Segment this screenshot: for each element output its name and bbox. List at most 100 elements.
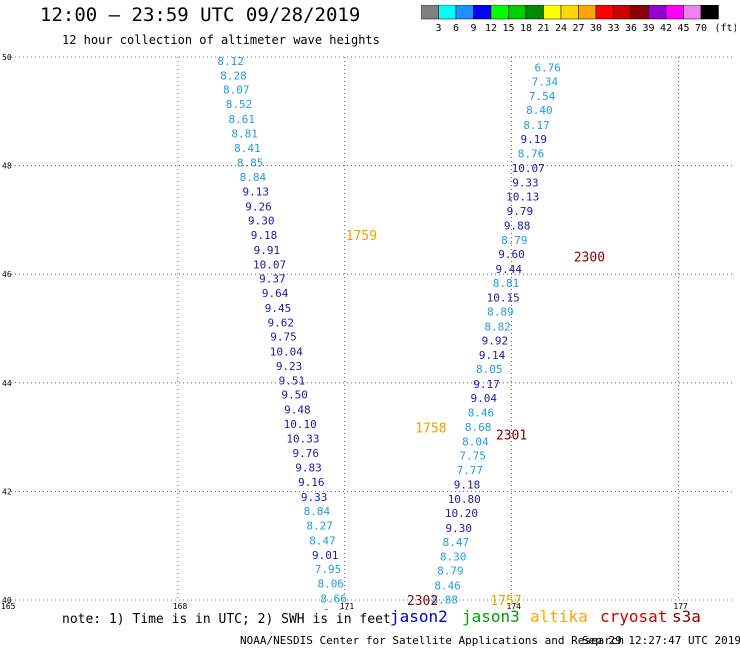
swh-point-label: 7.34 (532, 75, 559, 88)
swh-point-label: 8.66 (320, 592, 347, 605)
x-tick-label: 168 (173, 602, 188, 610)
swh-point-label: 9.64 (262, 287, 289, 300)
swh-point-label: 9.01 (312, 549, 339, 562)
swh-point-label: 8.07 (223, 84, 250, 97)
swh-point-label: 8.46 (434, 579, 461, 592)
scale-swatch (700, 5, 719, 20)
swh-point-label: 8.40 (526, 104, 553, 117)
swh-point-label: 10.80 (448, 493, 481, 506)
scale-label: 24 (555, 23, 567, 34)
swh-point-label: 9.91 (254, 244, 281, 257)
swh-point-label: 9.44 (496, 263, 523, 276)
y-tick-label: 50 (2, 53, 12, 62)
swh-point-label: 6.76 (534, 61, 561, 74)
swh-point-label: 8.82 (484, 320, 511, 333)
swh-point-label: 8.30 (440, 551, 467, 564)
pass-time-label: 1757 (490, 594, 521, 609)
swh-point-label: 8.05 (476, 363, 503, 376)
swh-point-label: 9.83 (295, 462, 322, 475)
scale-label: 9 (470, 23, 476, 34)
satellite-legend-altika: altika (530, 607, 588, 626)
scale-unit: (ft) (715, 23, 737, 34)
swh-point-label: 9.51 (279, 375, 306, 388)
swh-point-label: 9.92 (482, 334, 509, 347)
pass-time-label: 1758 (415, 421, 446, 436)
swh-point-label: 9.30 (445, 522, 472, 535)
chart-subtitle: 12 hour collection of altimeter wave hei… (62, 33, 380, 47)
swh-point-label: 9.76 (293, 447, 320, 460)
swh-point-label: 9.23 (276, 360, 303, 373)
swh-point-label: 9.45 (265, 302, 292, 315)
scale-label: 39 (642, 23, 654, 34)
swh-point-label: 7.54 (529, 90, 556, 103)
swh-point-label: 8.06 (318, 578, 345, 591)
scale-label: 15 (502, 23, 514, 34)
swh-point-label: 8.76 (518, 148, 545, 161)
footer-note: note: 1) Time is in UTC; 2) SWH is in fe… (62, 612, 391, 627)
swh-point-label: 9.60 (498, 248, 525, 261)
scale-label: 12 (485, 23, 497, 34)
swh-point-label: 9.30 (248, 214, 275, 227)
swh-point-label: 9.04 (470, 392, 497, 405)
swh-point-label: 9.50 (281, 389, 308, 402)
y-tick-label: 46 (2, 270, 12, 279)
y-tick-label: 44 (2, 379, 12, 388)
swh-point-label: 9.37 (259, 273, 286, 286)
pass-time-label: 2302 (407, 594, 438, 609)
footer-credit: NOAA/NESDIS Center for Satellite Applica… (240, 634, 625, 647)
scale-label: 33 (607, 23, 619, 34)
pass-time-label: 2300 (574, 250, 605, 265)
swh-point-label: 7.75 (459, 450, 486, 463)
footer-timestamp: Sep 29 12:27:47 UTC 2019 (582, 634, 740, 647)
swh-point-label: 9.18 (454, 478, 481, 491)
swh-point-label: 8.41 (234, 142, 261, 155)
swh-point-label: 8.84 (304, 505, 331, 518)
swh-point-label: 10.07 (512, 162, 545, 175)
swh-point-label: 9.79 (507, 205, 534, 218)
swh-point-label: 8.12 (217, 55, 244, 68)
satellite-legend-jason3: jason3 (462, 607, 520, 626)
swh-point-label: 9.19 (521, 133, 548, 146)
swh-point-label: 10.20 (445, 507, 478, 520)
scale-label: 30 (590, 23, 602, 34)
x-tick-label: 177 (673, 602, 688, 610)
satellite-legend-jason2: jason2 (390, 607, 448, 626)
swh-point-label: 9.16 (298, 476, 325, 489)
scale-label: 3 (435, 23, 441, 34)
swh-point-label: 9.13 (242, 186, 269, 199)
scale-label: 45 (677, 23, 689, 34)
swh-point-label: 8.88 (432, 593, 459, 606)
swh-point-label: 8.27 (306, 520, 333, 533)
swh-point-label: 9.18 (251, 229, 278, 242)
satellite-legend-s3a: s3a (672, 607, 701, 626)
scale-label: 70 (695, 23, 707, 34)
swh-point-label: 8.79 (437, 565, 464, 578)
swh-point-label: 10.04 (270, 345, 303, 358)
swh-point-label: 7.95 (315, 563, 342, 576)
swh-point-label: 10.13 (506, 191, 539, 204)
swh-point-label: 9.26 (245, 200, 272, 213)
swh-point-label: 8.68 (465, 421, 492, 434)
pass-time-label: 1759 (346, 229, 377, 244)
swh-point-label: 9.48 (284, 403, 311, 416)
swh-point-label: 9.14 (479, 349, 506, 362)
swh-point-label: 8.79 (501, 234, 528, 247)
y-tick-label: 48 (2, 162, 12, 171)
satellite-legend-cryosat: cryosat (600, 607, 668, 626)
scale-label: 18 (520, 23, 532, 34)
scale-label: 21 (537, 23, 549, 34)
swh-point-label: 8.52 (226, 98, 253, 111)
swh-point-label: 8.81 (493, 277, 520, 290)
x-tick-label: 174 (507, 602, 522, 610)
swh-point-label: 10.15 (487, 292, 520, 305)
swh-point-label: 8.58 (429, 608, 456, 610)
swh-point-label: 10.10 (284, 418, 317, 431)
swh-point-label: 8.81 (231, 128, 258, 141)
swh-point-label: 9.33 (512, 176, 539, 189)
swh-point-label: 8.61 (229, 113, 256, 126)
x-tick-label: 165 (1, 602, 16, 610)
y-tick-label: 42 (2, 487, 12, 496)
swh-point-label: 9.33 (301, 491, 328, 504)
swh-point-label: 8.47 (443, 536, 470, 549)
